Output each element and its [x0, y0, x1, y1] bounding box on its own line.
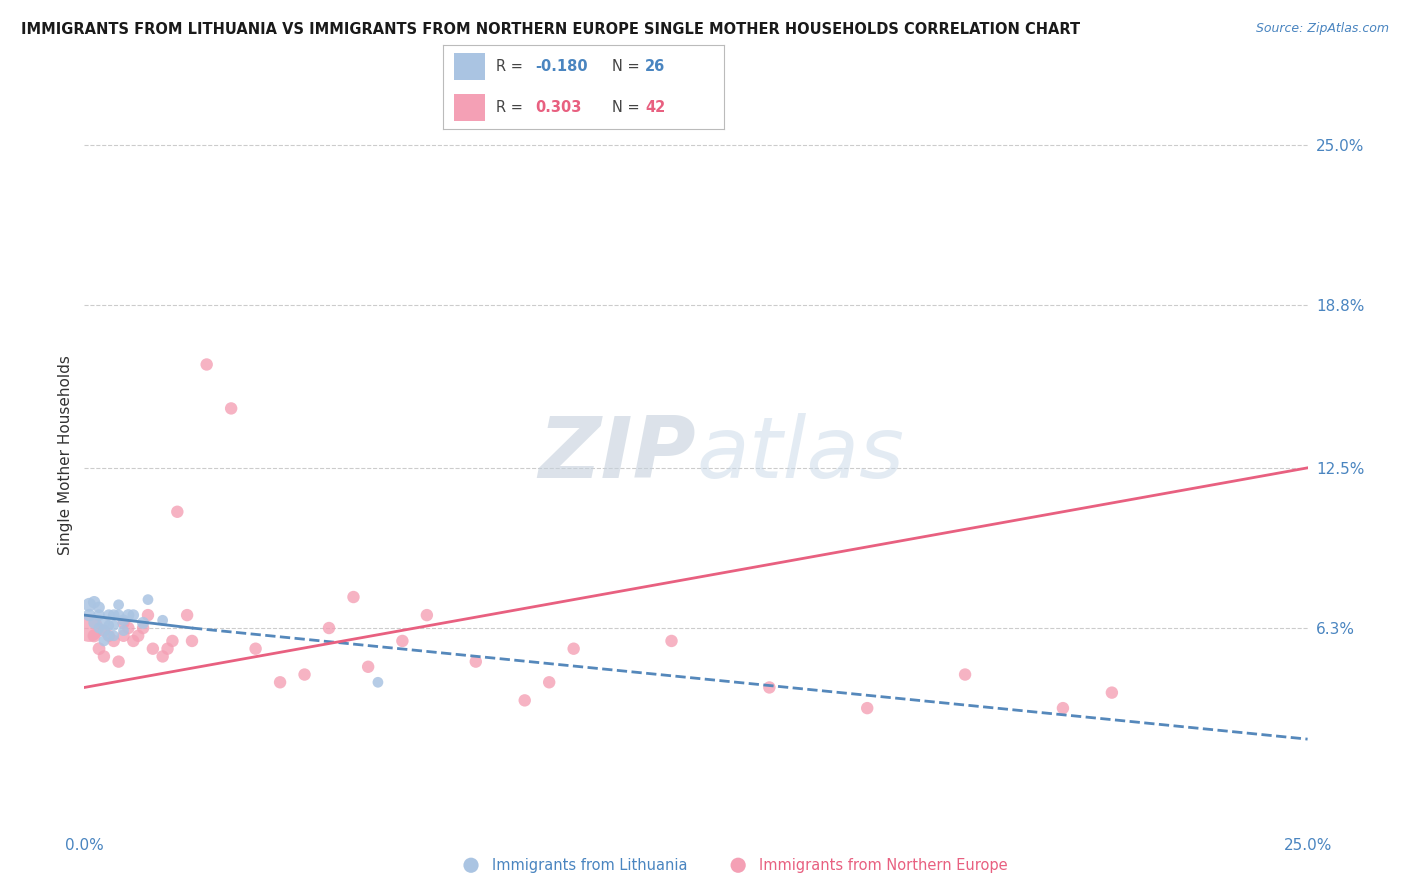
Point	[122, 608, 145, 623]
Point	[152, 613, 174, 627]
Point	[219, 401, 242, 416]
Point	[87, 641, 110, 656]
Text: atlas: atlas	[696, 413, 904, 497]
Point	[136, 592, 159, 607]
Point	[460, 858, 482, 872]
Point	[97, 629, 120, 643]
Point	[77, 608, 100, 623]
Text: ZIP: ZIP	[538, 413, 696, 497]
Point	[112, 613, 135, 627]
Point	[464, 655, 486, 669]
Point	[107, 655, 129, 669]
Point	[152, 649, 174, 664]
Point	[181, 634, 204, 648]
Point	[953, 667, 976, 681]
Point	[77, 598, 100, 612]
Point	[103, 608, 125, 623]
Point	[856, 701, 879, 715]
Point	[1052, 701, 1074, 715]
Point	[83, 595, 105, 609]
Point	[538, 675, 561, 690]
Point	[77, 621, 100, 635]
Point	[103, 629, 125, 643]
Point	[661, 634, 683, 648]
Text: N =: N =	[612, 59, 644, 74]
Point	[87, 600, 110, 615]
Text: 0.303: 0.303	[536, 100, 582, 115]
Point	[93, 624, 115, 638]
Text: -0.180: -0.180	[536, 59, 588, 74]
Point	[367, 675, 389, 690]
Point	[166, 505, 188, 519]
Point	[107, 608, 129, 623]
Text: Immigrants from Lithuania: Immigrants from Lithuania	[492, 858, 688, 872]
Point	[122, 634, 145, 648]
Point	[97, 608, 120, 623]
Point	[83, 615, 105, 630]
Point	[87, 621, 110, 635]
Point	[562, 641, 585, 656]
Point	[176, 608, 198, 623]
Bar	[454, 54, 485, 80]
Point	[112, 629, 135, 643]
Point	[103, 618, 125, 632]
Point	[112, 624, 135, 638]
Text: Immigrants from Northern Europe: Immigrants from Northern Europe	[759, 858, 1008, 872]
Point	[416, 608, 439, 623]
Text: IMMIGRANTS FROM LITHUANIA VS IMMIGRANTS FROM NORTHERN EUROPE SINGLE MOTHER HOUSE: IMMIGRANTS FROM LITHUANIA VS IMMIGRANTS …	[21, 22, 1080, 37]
Point	[318, 621, 340, 635]
Point	[103, 634, 125, 648]
Point	[142, 641, 165, 656]
Point	[132, 621, 155, 635]
Point	[136, 608, 159, 623]
Point	[93, 615, 115, 630]
Point	[357, 660, 380, 674]
Point	[758, 681, 780, 695]
Point	[127, 629, 149, 643]
Text: 42: 42	[645, 100, 665, 115]
Point	[87, 608, 110, 623]
Point	[117, 608, 139, 623]
Point	[1101, 685, 1123, 699]
Point	[117, 621, 139, 635]
Y-axis label: Single Mother Households: Single Mother Households	[58, 355, 73, 555]
Point	[195, 358, 218, 372]
Point	[342, 590, 364, 604]
Point	[162, 634, 184, 648]
Point	[156, 641, 179, 656]
Point	[513, 693, 536, 707]
Point	[269, 675, 291, 690]
Point	[107, 598, 129, 612]
Point	[245, 641, 267, 656]
Point	[132, 615, 155, 630]
Point	[93, 634, 115, 648]
Point	[294, 667, 316, 681]
Point	[391, 634, 413, 648]
Point	[83, 629, 105, 643]
Point	[93, 649, 115, 664]
Text: N =: N =	[612, 100, 644, 115]
Text: R =: R =	[496, 59, 527, 74]
Bar	[454, 94, 485, 120]
Point	[97, 629, 120, 643]
Text: R =: R =	[496, 100, 527, 115]
Point	[97, 618, 120, 632]
Point	[112, 615, 135, 630]
Point	[727, 858, 749, 872]
Text: 26: 26	[645, 59, 665, 74]
Text: Source: ZipAtlas.com: Source: ZipAtlas.com	[1256, 22, 1389, 36]
Point	[93, 624, 115, 638]
